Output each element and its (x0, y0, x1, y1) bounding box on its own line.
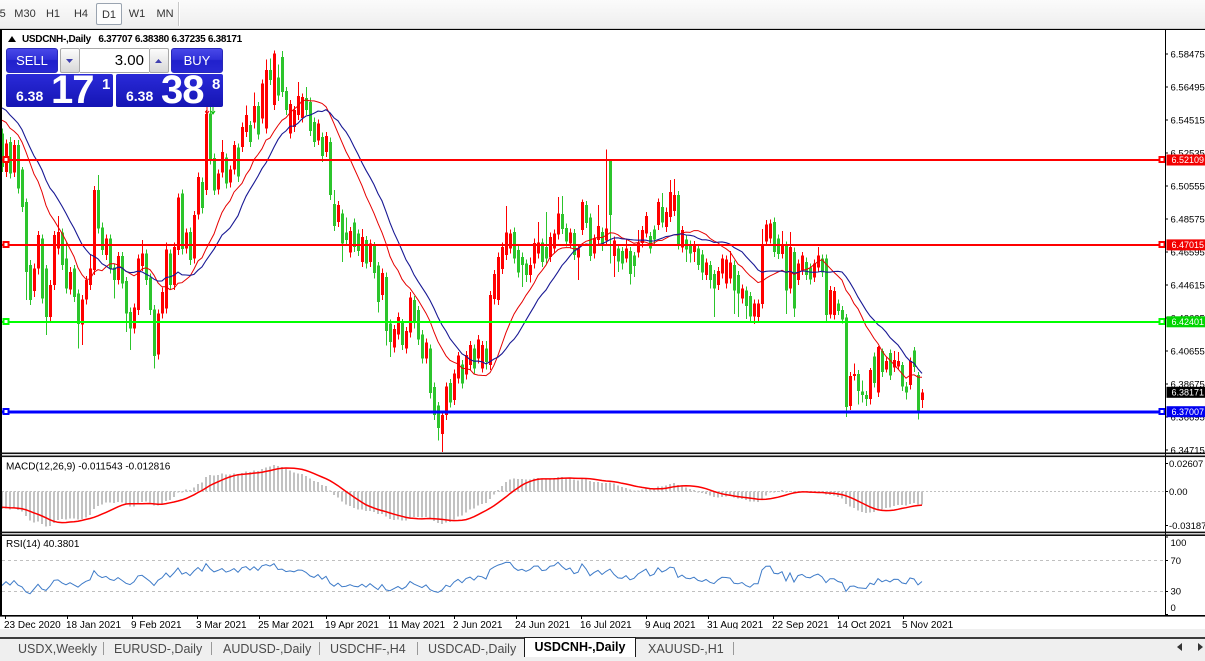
svg-text:6.37007: 6.37007 (1172, 407, 1205, 417)
svg-text:19 Apr 2021: 19 Apr 2021 (325, 620, 379, 631)
svg-text:30: 30 (1171, 587, 1182, 598)
svg-text:RSI(14) 40.3801: RSI(14) 40.3801 (6, 539, 80, 550)
svg-text:6.48575: 6.48575 (1171, 214, 1205, 225)
svg-text:6.44615: 6.44615 (1171, 280, 1205, 291)
svg-text:70: 70 (1171, 556, 1182, 567)
svg-text:24 Jun 2021: 24 Jun 2021 (515, 620, 570, 631)
svg-text:6.56495: 6.56495 (1171, 82, 1205, 93)
svg-text:25 Mar 2021: 25 Mar 2021 (258, 620, 315, 631)
svg-text:3 Mar 2021: 3 Mar 2021 (196, 620, 247, 631)
svg-text:16 Jul 2021: 16 Jul 2021 (580, 620, 632, 631)
svg-text:11 May 2021: 11 May 2021 (388, 620, 446, 631)
svg-text:6.46595: 6.46595 (1171, 247, 1205, 258)
svg-text:6.38171: 6.38171 (1172, 388, 1205, 398)
svg-text:9 Aug 2021: 9 Aug 2021 (645, 620, 696, 631)
svg-text:2 Jun 2021: 2 Jun 2021 (453, 620, 503, 631)
svg-text:23 Dec 2020: 23 Dec 2020 (4, 620, 61, 631)
svg-text:6.52535: 6.52535 (1171, 148, 1205, 159)
svg-text:0.00: 0.00 (1169, 487, 1188, 498)
svg-text:6.50555: 6.50555 (1171, 181, 1205, 192)
svg-text:-0.03187: -0.03187 (1169, 521, 1205, 532)
svg-text:6.34715: 6.34715 (1171, 445, 1205, 456)
svg-text:22 Sep 2021: 22 Sep 2021 (772, 620, 829, 631)
svg-text:6.38675: 6.38675 (1171, 379, 1205, 390)
svg-text:0: 0 (1171, 603, 1176, 614)
svg-text:6.42401: 6.42401 (1172, 317, 1205, 327)
svg-text:100: 100 (1171, 538, 1187, 549)
svg-text:5 Nov 2021: 5 Nov 2021 (902, 620, 954, 631)
svg-text:6.58475: 6.58475 (1171, 49, 1205, 60)
svg-text:6.36695: 6.36695 (1171, 412, 1205, 423)
svg-text:18 Jan 2021: 18 Jan 2021 (66, 620, 121, 631)
svg-text:6.47015: 6.47015 (1172, 240, 1205, 250)
svg-text:6.40655: 6.40655 (1171, 346, 1205, 357)
svg-text:6.52109: 6.52109 (1172, 155, 1205, 165)
svg-text:31 Aug 2021: 31 Aug 2021 (707, 620, 764, 631)
svg-text:14 Oct 2021: 14 Oct 2021 (837, 620, 892, 631)
svg-text:0.02607: 0.02607 (1169, 459, 1203, 470)
svg-text:MACD(12,26,9) -0.011543 -0.012: MACD(12,26,9) -0.011543 -0.012816 (6, 462, 171, 473)
svg-text:6.54515: 6.54515 (1171, 115, 1205, 126)
svg-text:9 Feb 2021: 9 Feb 2021 (131, 620, 182, 631)
